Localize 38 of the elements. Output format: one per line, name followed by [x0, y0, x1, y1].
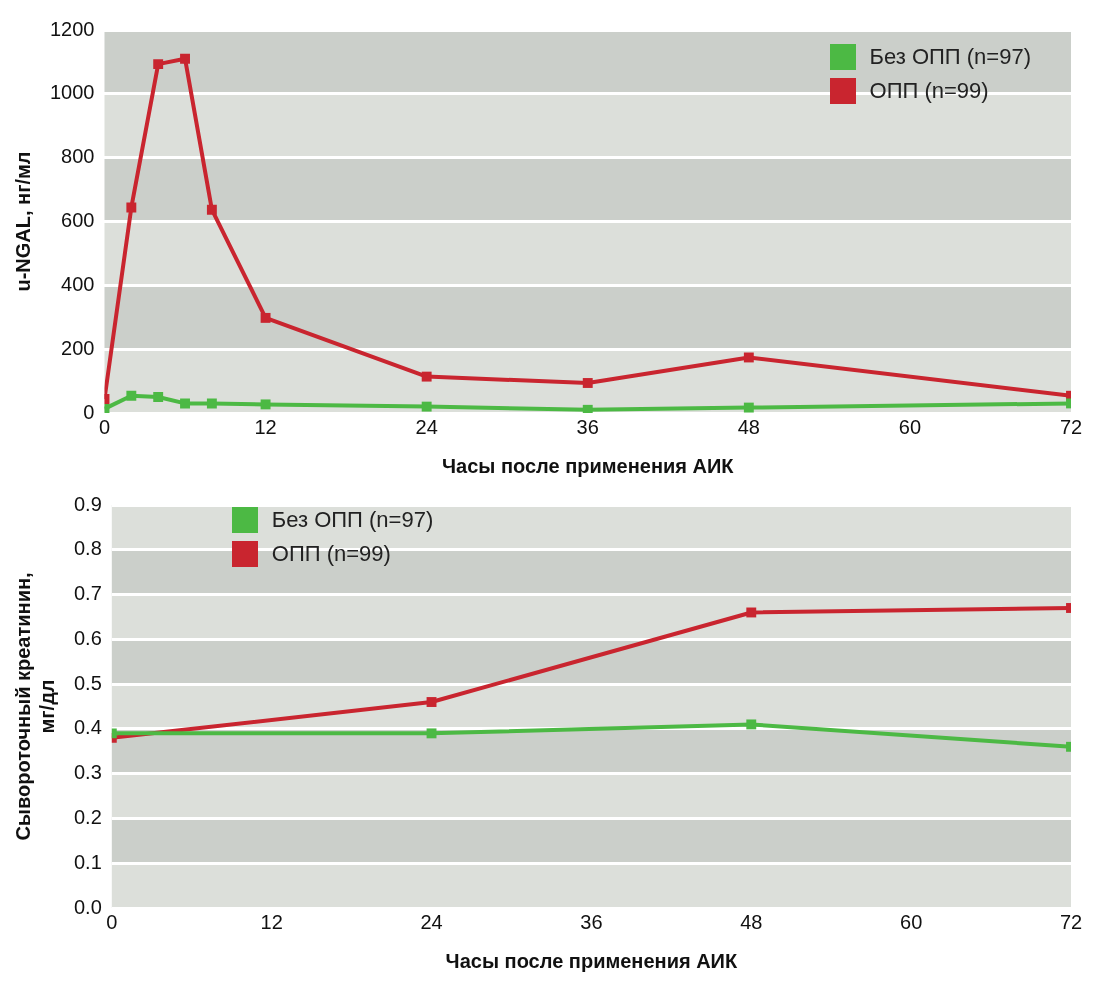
legend-label: Без ОПП (n=97) — [869, 44, 1031, 70]
legend-label: ОПП (n=99) — [869, 78, 989, 104]
legend-label: ОПП (n=99) — [271, 541, 391, 567]
y-tick-label: 0.2 — [73, 805, 102, 828]
x-tick-label: 72 — [1059, 415, 1083, 438]
y-tick-label: 0.5 — [73, 671, 102, 694]
y-tick-label: 0.1 — [73, 850, 102, 873]
x-axis-title: Часы после применения АИК — [441, 454, 735, 477]
y-tick-label: 0.4 — [73, 716, 102, 739]
y-tick-label: 1000 — [49, 81, 95, 104]
x-tick-label: 12 — [260, 910, 283, 933]
x-tick-label: 72 — [1059, 910, 1083, 933]
x-axis-title: Часы после применения АИК — [445, 949, 738, 972]
y-tick-label: 0.8 — [73, 537, 102, 560]
x-tick-label: 48 — [740, 910, 763, 933]
y-tick-label: 400 — [61, 272, 95, 295]
x-tick-label: 0 — [106, 910, 118, 933]
y-tick-label: 800 — [61, 145, 95, 168]
x-tick-label: 36 — [576, 415, 599, 438]
x-tick-label: 36 — [580, 910, 603, 933]
x-tick-label: 24 — [420, 910, 443, 933]
legend-label: Без ОПП (n=97) — [271, 507, 434, 533]
y-tick-label: 0 — [83, 400, 95, 423]
x-tick-label: 48 — [737, 415, 760, 438]
y-tick-label: 0.0 — [73, 895, 102, 918]
x-tick-label: 24 — [415, 415, 438, 438]
y-tick-label: 600 — [61, 209, 95, 232]
y-tick-label: 1200 — [49, 17, 95, 40]
x-tick-label: 60 — [900, 910, 923, 933]
y-axis-title: Сывороточный креатинин, мг/дл — [11, 572, 58, 841]
x-tick-label: 60 — [898, 415, 922, 438]
y-tick-label: 0.3 — [73, 761, 102, 784]
y-axis-title: u-NGAL, нг/мл — [11, 151, 34, 292]
y-tick-label: 200 — [61, 336, 95, 359]
y-tick-label: 0.7 — [73, 582, 102, 605]
y-tick-label: 0.9 — [73, 492, 102, 515]
y-tick-label: 0.6 — [73, 626, 102, 649]
x-tick-label: 12 — [254, 415, 277, 438]
